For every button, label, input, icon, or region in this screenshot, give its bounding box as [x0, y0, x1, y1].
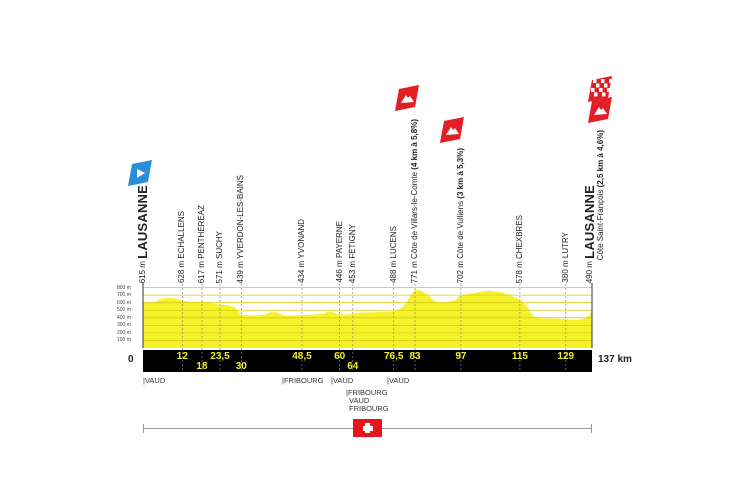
y-tick: 400 m — [117, 315, 131, 321]
region-label: |VAUD — [331, 376, 354, 385]
km-marker: 12 — [176, 351, 188, 362]
town-name: CHEXBRES — [514, 214, 524, 259]
town-alt: 571 m — [215, 260, 225, 283]
town-label: 453 m FÉTIGNY — [348, 224, 358, 283]
km-marker: 76,5 — [383, 351, 404, 362]
town-alt: 488 m — [388, 260, 398, 283]
town-alt: 434 m — [296, 260, 306, 283]
climb-detail: (3 km à 5,3%) — [455, 147, 465, 199]
town-name: PENTHÉRÉAZ — [196, 204, 206, 259]
town-label: 771 m Côte de Villars-le-Comte (4 km à 5… — [410, 119, 420, 283]
km-marker: 83 — [409, 351, 421, 362]
climb-flag-icon — [395, 85, 419, 111]
town-alt: 453 m — [347, 260, 357, 283]
km-marker: 30 — [235, 361, 247, 372]
region-label: |FRIBOURG — [346, 388, 388, 397]
start-alt: 615 m — [138, 260, 147, 283]
town-name: PAYERNE — [334, 221, 344, 259]
country-line-tick — [143, 424, 144, 433]
town-name: LUTRY — [560, 232, 570, 259]
km-marker: 64 — [347, 361, 359, 372]
town-label: 434 m YVONAND — [297, 219, 307, 283]
region-label: |VAUD — [143, 376, 166, 385]
town-label: 446 m PAYERNE — [335, 221, 345, 283]
km-marker: 48,5 — [292, 351, 312, 362]
town-alt: 617 m — [196, 260, 206, 283]
km-marker: 60 — [334, 351, 346, 362]
town-alt: 702 m — [455, 260, 465, 283]
start-flag-icon — [128, 160, 152, 186]
town-name: YVONAND — [296, 218, 306, 259]
km-band — [143, 350, 592, 372]
region-label: FRIBOURG — [349, 404, 389, 413]
finish-name: LAUSANNE — [582, 184, 597, 259]
y-tick: 200 m — [117, 330, 131, 336]
km-marker: 129 — [557, 351, 575, 362]
town-name: FÉTIGNY — [347, 223, 357, 259]
town-label: 439 m YVERDON-LES-BAINS — [236, 175, 246, 284]
town-name: ECHALLENS — [177, 210, 187, 259]
town-alt: 771 m — [410, 260, 420, 283]
town-label: 488 m LUCENS — [389, 226, 399, 283]
finish-climb-label: Côte Saint-François (2,5 km à 4,6%) — [596, 130, 606, 260]
y-tick: 100 m — [117, 337, 131, 343]
y-tick: 800 m — [117, 285, 131, 291]
climb-detail: (4 km à 5,8%) — [410, 118, 420, 170]
km-marker: 97 — [455, 351, 467, 362]
town-alt: 439 m — [236, 260, 246, 283]
y-tick: 500 m — [117, 307, 131, 313]
town-label: 617 m PENTHÉRÉAZ — [197, 205, 207, 283]
region-label: |VAUD — [387, 376, 410, 385]
town-name: Côte de Villars-le-Comte — [410, 171, 420, 259]
km-marker: 23,5 — [210, 351, 230, 362]
finish-alt: 490 m — [585, 260, 594, 283]
town-alt: 578 m — [514, 260, 524, 283]
town-label: 578 m CHEXBRES — [515, 215, 525, 283]
town-name: Côte de Vulliens — [455, 200, 465, 259]
finish-climb-name: Côte Saint-François — [596, 189, 605, 260]
region-label: VAUD — [349, 396, 370, 405]
swiss-flag-icon — [353, 419, 382, 437]
region-label: |FRIBOURG — [282, 376, 324, 385]
town-label: 380 m LUTRY — [561, 232, 571, 283]
country-line-tick — [591, 424, 592, 433]
y-tick: 300 m — [117, 322, 131, 328]
y-tick: 700 m — [117, 292, 131, 298]
climb-flag-icon — [440, 117, 464, 143]
town-label: 628 m ECHALLENS — [177, 211, 187, 283]
finish-label: 490 m LAUSANNE — [582, 184, 597, 283]
town-label: 702 m Côte de Vulliens (3 km à 5,3%) — [456, 148, 466, 283]
town-alt: 446 m — [334, 260, 344, 283]
start-km: 0 — [128, 354, 134, 365]
town-name: SUCHY — [215, 230, 225, 259]
y-tick: 600 m — [117, 300, 131, 306]
town-alt: 380 m — [560, 260, 570, 283]
town-label: 571 m SUCHY — [215, 231, 225, 283]
climb-flag-icon — [588, 97, 612, 123]
end-km: 137 km — [598, 354, 632, 365]
start-name: LAUSANNE — [135, 184, 150, 259]
km-marker: 18 — [196, 361, 208, 372]
town-name: LUCENS — [388, 226, 398, 259]
finish-checkered-flag-icon — [588, 76, 613, 102]
town-name: YVERDON-LES-BAINS — [236, 174, 246, 259]
town-alt: 628 m — [177, 260, 187, 283]
finish-climb-detail: (2,5 km à 4,6%) — [596, 129, 605, 188]
elevation-area — [143, 289, 592, 348]
km-marker: 115 — [511, 351, 528, 362]
start-label: 615 m LAUSANNE — [135, 184, 150, 283]
